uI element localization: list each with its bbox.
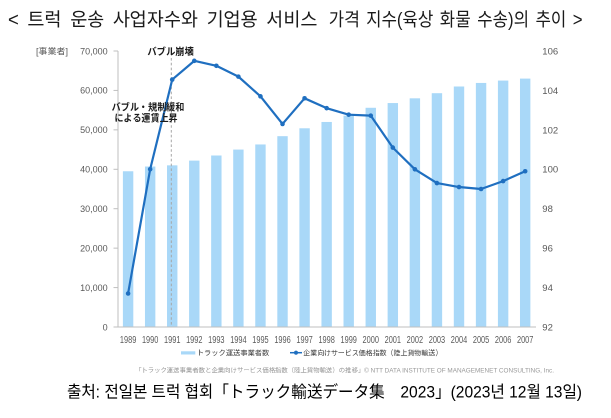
svg-text:104: 104 xyxy=(542,86,558,97)
svg-text:2006: 2006 xyxy=(495,335,512,346)
svg-text:による運賃上昇: による運賃上昇 xyxy=(115,113,178,125)
svg-text:1997: 1997 xyxy=(296,335,313,346)
svg-text:トラック運送事業者数: トラック運送事業者数 xyxy=(197,348,270,357)
svg-text:バブル・規制緩和: バブル・規制緩和 xyxy=(112,101,185,113)
svg-text:98: 98 xyxy=(542,204,553,215)
svg-text:2002: 2002 xyxy=(407,335,424,346)
svg-text:0: 0 xyxy=(103,322,108,332)
svg-text:2004: 2004 xyxy=(451,335,468,346)
svg-text:1994: 1994 xyxy=(230,335,247,346)
svg-text:2001: 2001 xyxy=(385,335,402,346)
svg-text:2000: 2000 xyxy=(363,335,380,346)
svg-text:10,000: 10,000 xyxy=(80,283,108,293)
svg-text:106: 106 xyxy=(542,46,558,57)
svg-text:2003: 2003 xyxy=(429,335,446,346)
svg-text:92: 92 xyxy=(542,322,553,333)
svg-text:1990: 1990 xyxy=(142,335,159,346)
svg-text:2007: 2007 xyxy=(517,335,534,346)
svg-text:1995: 1995 xyxy=(252,335,269,346)
svg-text:1992: 1992 xyxy=(186,335,203,346)
svg-text:企業向けサービス価格指数（陸上貨物輸送）: 企業向けサービス価格指数（陸上貨物輸送） xyxy=(303,348,442,357)
svg-text:가격 지수(육상 화물 수송)의 추이 >: 가격 지수(육상 화물 수송)의 추이 > xyxy=(329,10,583,31)
svg-text:60,000: 60,000 xyxy=(80,86,108,96)
svg-text:출처: 전일본 트럭 협회「トラック輸送データ集 2023」: 출처: 전일본 트럭 협회「トラック輸送データ集 2023」(2023년 12월… xyxy=(67,382,582,401)
svg-text:1996: 1996 xyxy=(274,335,291,346)
svg-text:94: 94 xyxy=(542,283,553,294)
svg-text:[事業者]: [事業者] xyxy=(36,46,68,56)
svg-text:1999: 1999 xyxy=(341,335,358,346)
svg-text:102: 102 xyxy=(542,125,558,136)
svg-text:20,000: 20,000 xyxy=(80,243,108,253)
svg-text:40,000: 40,000 xyxy=(80,165,108,175)
svg-text:70,000: 70,000 xyxy=(80,46,108,56)
svg-text:100: 100 xyxy=(542,165,558,176)
svg-text:1989: 1989 xyxy=(120,335,137,346)
svg-text:50,000: 50,000 xyxy=(80,125,108,135)
svg-text:1991: 1991 xyxy=(164,335,181,346)
svg-text:「トラック運送事業者数と企業向けサービス価格指数（陸上貨物輸: 「トラック運送事業者数と企業向けサービス価格指数（陸上貨物輸送）の推移」© NT… xyxy=(135,367,554,375)
svg-text:96: 96 xyxy=(542,244,553,255)
svg-text:1993: 1993 xyxy=(208,335,225,346)
svg-text:2005: 2005 xyxy=(473,335,490,346)
svg-text:< 트럭 운송 사업자수와 기업용 서비스: < 트럭 운송 사업자수와 기업용 서비스 xyxy=(8,10,318,31)
svg-text:1998: 1998 xyxy=(318,335,335,346)
svg-text:30,000: 30,000 xyxy=(80,204,108,214)
svg-text:バブル崩壊: バブル崩壊 xyxy=(147,46,194,58)
